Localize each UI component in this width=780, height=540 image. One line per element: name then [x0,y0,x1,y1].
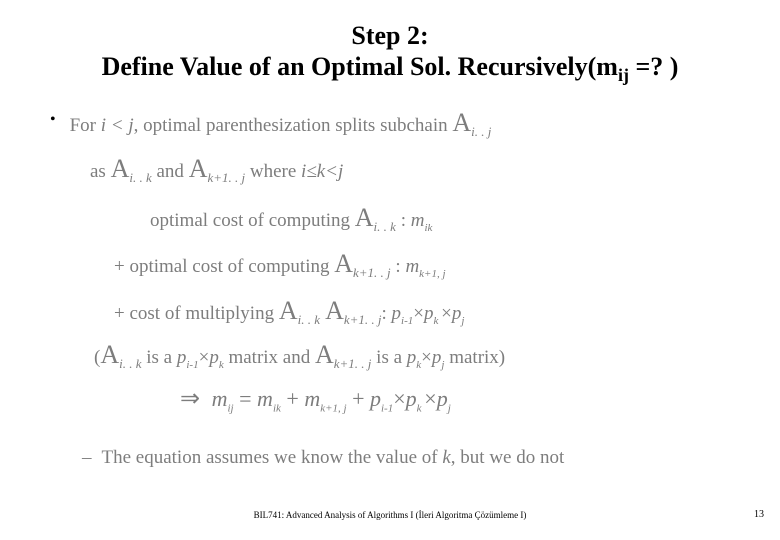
t: A [189,154,208,183]
t: A [279,296,298,325]
t: i. . k [298,311,320,326]
arrow-icon: ⇒ [180,386,200,412]
t: where [245,161,301,182]
t: i. . k [129,170,151,185]
t: × [413,303,424,324]
t: A [315,340,334,369]
t: k [442,447,450,468]
line-7-formula: ⇒ mij = mik + mk+1, j + pi-1×pk ×pj [180,383,730,417]
t: , but we do not [451,447,564,468]
t: A [320,296,344,325]
t: m [206,386,227,411]
t: matrix and [224,347,315,368]
t: k [433,314,441,326]
t: × [441,303,452,324]
t: p [209,347,219,368]
t: p [452,303,462,324]
slide-title: Step 2: Define Value of an Optimal Sol. … [0,0,780,87]
t: m [411,210,425,231]
t: A [355,203,374,232]
footer-text: BIL741: Advanced Analysis of Algorithms … [0,510,780,520]
t: A [111,154,130,183]
t: and [152,161,189,182]
t: is a [371,347,406,368]
t: k+1, j [320,403,346,415]
t: = [234,386,257,411]
title-line2b: =? ) [629,52,678,81]
t: k+1. . j [344,311,382,326]
page-number: 13 [754,509,764,520]
t: is a [142,347,177,368]
line-5: + cost of multiplying Ai. . k Ak+1. . j:… [114,293,730,329]
slide-body: • For i < j, optimal parenthesization sp… [0,87,780,472]
t: k+1. . j [334,356,372,371]
t: m [304,386,320,411]
title-line2a: Define Value of an Optimal Sol. Recursiv… [102,52,618,81]
t: , optimal parenthesization splits subcha… [134,115,453,136]
t: p [432,347,442,368]
bullet-line-1: • For i < j, optimal parenthesization sp… [50,105,730,141]
t: p [392,303,402,324]
t: i. . k [119,356,141,371]
t: j [461,314,464,326]
line-2: as Ai. . k and Ak+1. . j where i≤k<j [90,151,730,187]
t: as [90,161,111,182]
t: + [281,386,304,411]
t: : [396,210,411,231]
t: i. . k [374,219,396,234]
t: × [199,347,210,368]
t: k+1. . j [207,170,245,185]
t: m [257,386,273,411]
t: optimal cost of computing [150,210,355,231]
line-4: + optimal cost of computing Ak+1. . j : … [114,246,730,282]
t: j [448,403,451,415]
t: matrix) [444,347,505,368]
t: p [370,386,381,411]
dash-icon: – [82,445,92,472]
t: k+1, j [419,268,445,280]
t: ik [424,222,432,234]
t: : [391,256,406,277]
t: The equation assumes we know the value o… [102,447,443,468]
bullet-icon: • [50,109,56,131]
t: × [393,386,405,411]
t: : [382,303,392,324]
t: × [421,347,432,368]
line-3: optimal cost of computing Ai. . k : mik [150,200,730,236]
t: i≤k<j [301,161,343,182]
line-8: – The equation assumes we know the value… [82,445,730,472]
title-line1: Step 2: [351,21,428,50]
t: m [405,256,419,277]
t: + optimal cost of computing [114,256,334,277]
t: × [424,386,436,411]
t: i. . j [471,124,491,139]
t: A [334,249,353,278]
t: i < j [101,115,134,136]
t: k+1. . j [353,265,391,280]
t: p [406,386,417,411]
t: + [347,386,370,411]
t: i-1 [186,359,198,371]
t: p [177,347,187,368]
t: i-1 [401,314,413,326]
t: A [100,340,119,369]
t: For [70,115,101,136]
line-6: (Ai. . k is a pi-1×pk matrix and Ak+1. .… [94,337,730,373]
t: + cost of multiplying [114,303,279,324]
t: A [452,108,471,137]
t: p [407,347,417,368]
title-sub: ij [618,65,629,85]
t: ik [273,403,281,415]
t: i-1 [381,403,393,415]
t: p [437,386,448,411]
